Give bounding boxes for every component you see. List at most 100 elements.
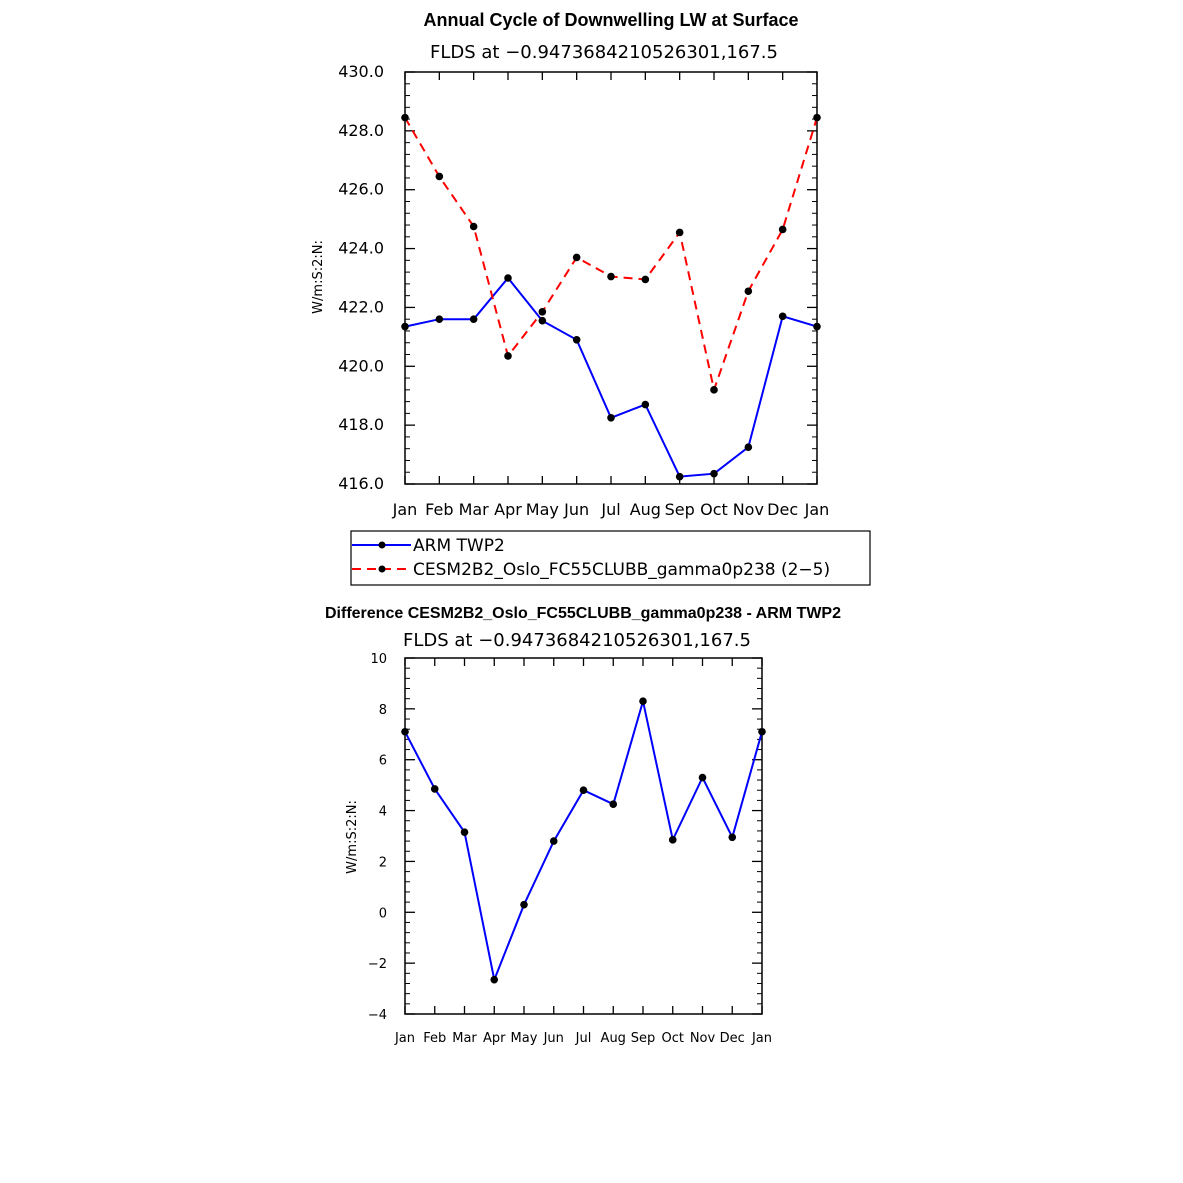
x-tick-label: Jan [751,1031,772,1046]
y-tick-label: 430.0 [338,62,384,81]
legend-marker-cesm [378,565,386,573]
series-line-1 [404,117,818,394]
x-tick-label: Jan [394,1031,415,1046]
data-point [668,836,677,844]
data-point [435,172,444,181]
x-tick-label: Sep [665,500,695,519]
data-point [710,469,718,478]
series-line-0 [404,276,818,478]
data-point [641,275,650,284]
data-point [675,228,684,237]
y-tick-label: 422.0 [338,297,384,316]
data-point [744,287,753,296]
chart2-title: Difference CESM2B2_Oslo_FC55CLUBB_gamma0… [325,605,841,622]
y-tick-label: 424.0 [338,239,384,258]
x-tick-label: Jun [543,1031,564,1046]
y-tick-label: 2 [379,855,387,870]
data-point [778,225,787,234]
x-tick-label: Dec [767,500,798,519]
chart1-subtitle: FLDS at −0.9473684210526301,167.5 [430,42,778,63]
x-tick-label: Mar [459,500,490,519]
x-tick-label: Aug [601,1031,626,1046]
data-point [460,828,469,836]
data-point [538,308,547,316]
chart2-axes: Jan Feb Mar Apr May Jun Jul Aug Sep Oct Nov Dec Jan−… [368,652,772,1046]
x-tick-label: Jul [575,1031,592,1046]
x-tick-label: Jan [804,500,830,519]
data-point [698,773,707,782]
y-tick-label: 416.0 [338,474,384,493]
y-tick-label: 418.0 [338,415,384,434]
legend-label-arm: ARM TWP2 [413,536,505,556]
data-point [469,222,478,231]
series-line-0 [404,700,763,984]
data-point [758,727,766,736]
legend-marker-arm [378,541,386,549]
chart1-axes: Jan Feb Mar Apr May Jun Jul Aug Sep Oct Nov Dec Jan 4… [338,62,829,519]
y-tick-label: 4 [379,805,387,820]
x-tick-label: Dec [720,1031,745,1046]
data-point [401,322,409,331]
data-point [469,315,478,324]
data-point [572,253,581,262]
x-tick-label: Aug [630,500,661,519]
chart1-series [401,113,821,481]
x-tick-label: Jan [392,500,418,519]
x-tick-label: Feb [425,500,453,519]
data-point [639,697,647,706]
data-point [744,443,753,452]
difference-chart: Difference CESM2B2_Oslo_FC55CLUBB_gamma0… [325,605,841,1046]
x-tick-label: Jun [563,500,589,519]
y-tick-label: −4 [368,1008,387,1023]
data-point [430,785,439,793]
chart1-title: Annual Cycle of Downwelling LW at Surfac… [423,10,798,30]
data-point [675,472,684,481]
data-point [401,113,409,122]
y-tick-label: 428.0 [338,121,384,140]
x-tick-label: Oct [700,500,728,519]
data-point [401,727,409,736]
x-tick-label: Jul [600,500,620,519]
x-tick-label: Nov [733,500,764,519]
data-point [778,312,787,321]
y-tick-label: 6 [379,754,387,769]
data-point [435,315,444,324]
data-point [520,900,528,909]
x-tick-label: Nov [690,1031,716,1046]
chart1-ylabel: W/m:S:2:N: [311,240,326,314]
x-tick-label: Apr [494,500,522,519]
x-tick-label: Apr [483,1031,506,1046]
chart2-subtitle: FLDS at −0.9473684210526301,167.5 [403,630,751,651]
chart1-legend: ARM TWP2 CESM2B2_Oslo_FC55CLUBB_gamma0p2… [350,530,871,586]
y-tick-label: 8 [379,703,387,718]
data-point [710,386,718,394]
data-point [813,322,821,331]
y-tick-label: −2 [368,957,387,972]
plot-frame [404,657,763,1015]
data-point [641,400,650,409]
data-point [728,833,737,842]
y-tick-label: 420.0 [338,356,384,375]
data-point [490,975,499,984]
x-tick-label: Mar [452,1031,477,1046]
legend-box [350,530,871,586]
legend-label-cesm: CESM2B2_Oslo_FC55CLUBB_gamma0p238 (2−5) [413,560,830,580]
x-tick-label: May [511,1031,538,1046]
y-tick-label: 426.0 [338,180,384,199]
data-point [607,413,615,422]
data-point [538,316,547,325]
x-tick-label: Feb [423,1031,446,1046]
data-point [607,272,615,281]
data-point [813,113,821,122]
y-tick-label: 10 [370,652,387,667]
x-tick-label: Sep [631,1031,656,1046]
annual-cycle-chart: Annual Cycle of Downwelling LW at Surfac… [311,10,871,586]
chart2-ylabel: W/m:S:2:N: [345,800,360,874]
data-point [549,837,558,845]
x-tick-label: Oct [662,1031,684,1046]
y-tick-label: 0 [379,906,387,921]
data-point [504,274,512,282]
data-point [504,352,512,360]
chart2-series [401,697,766,984]
